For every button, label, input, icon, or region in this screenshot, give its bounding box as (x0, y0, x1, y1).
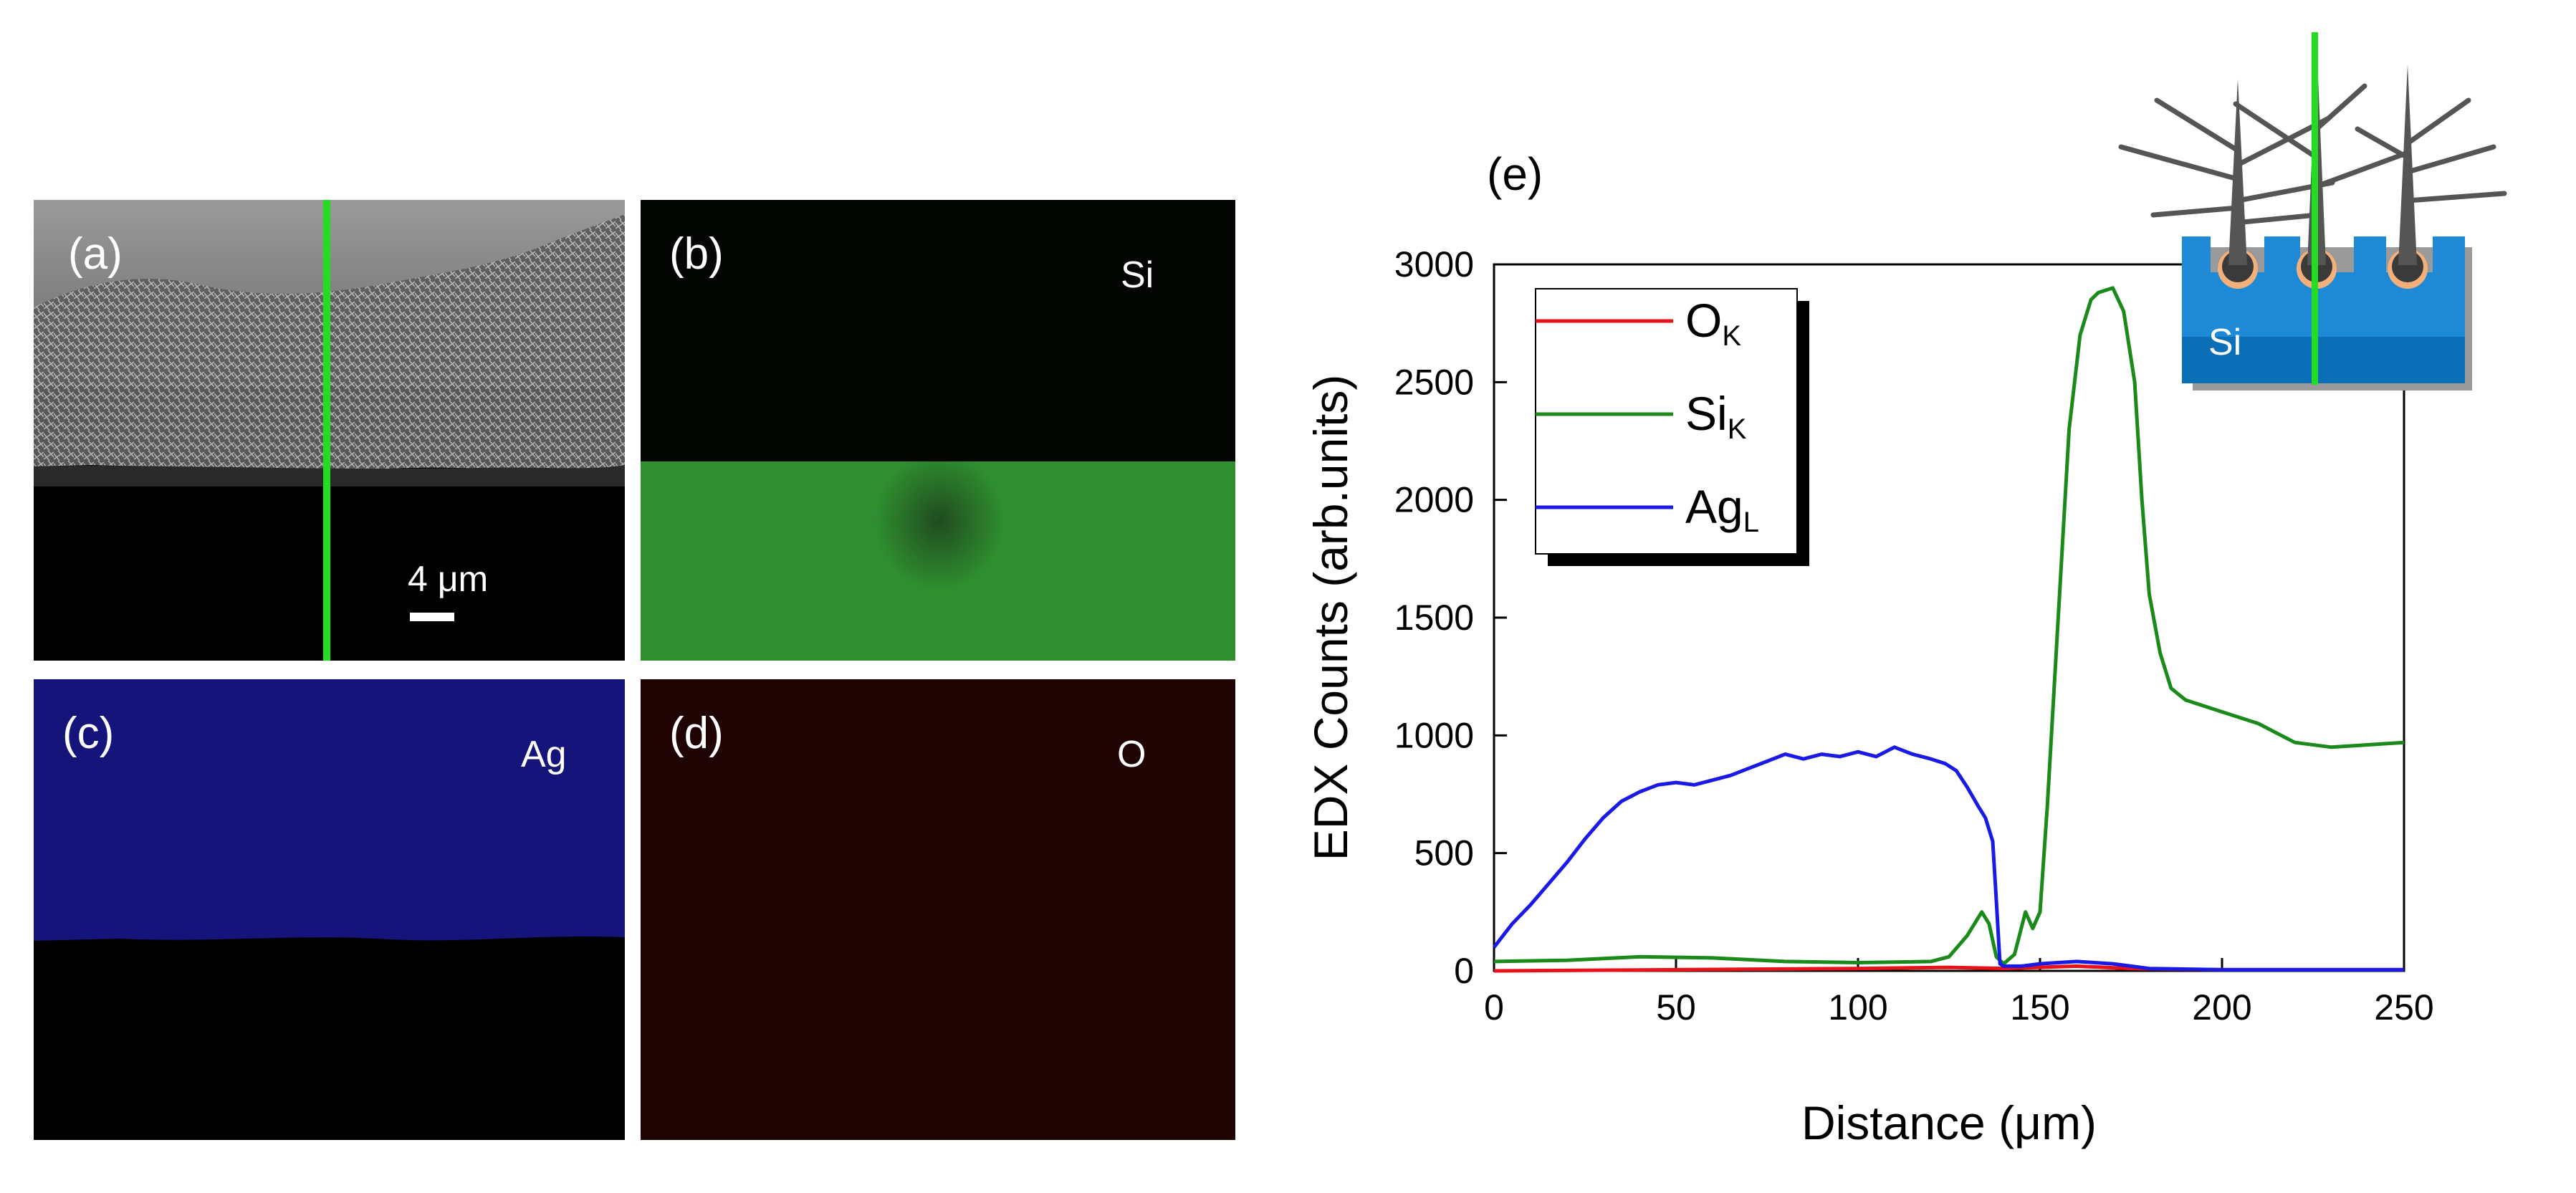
x-tick-label: 100 (1828, 987, 1887, 1027)
legend-label-ag: AgL (1685, 480, 1759, 538)
scale-bar (410, 613, 454, 621)
panel-a-label: (a) (68, 229, 123, 279)
series-line-si (1493, 286, 2405, 966)
y-tick-label: 1500 (1394, 598, 1474, 638)
series-lines (1493, 286, 2405, 973)
panel-c-label: (c) (62, 709, 115, 758)
x-tick-label: 200 (2192, 987, 2251, 1027)
scale-bar-label: 4 μm (408, 559, 489, 599)
x-tick-label: 50 (1656, 987, 1696, 1027)
si-element-label: Si (1121, 254, 1154, 296)
legend-label-si-sub: K (1728, 413, 1747, 445)
panel-e-label: (e) (1487, 148, 1543, 200)
legend: OK SiK AgL (1535, 288, 1809, 566)
o-element-label: O (1117, 734, 1146, 775)
y-tick-label: 3000 (1394, 244, 1474, 284)
inset-tree-1 (2228, 79, 2247, 265)
legend-label-ag-sub: L (1743, 507, 1759, 538)
sem-image-panel: (a) 4 μm (34, 200, 625, 661)
si-map-image (641, 200, 1235, 661)
x-tick-label: 250 (2374, 987, 2433, 1027)
legend-label-ag-main: Ag (1685, 480, 1743, 533)
legend-label-o-sub: K (1722, 320, 1741, 352)
line-scan-marker-a (323, 200, 330, 661)
inset-substrate-front (2182, 337, 2465, 383)
panel-d-label: (d) (669, 709, 724, 758)
y-tick-label: 0 (1454, 951, 1474, 991)
o-map-image (641, 679, 1235, 1140)
inset-tree-3 (2398, 64, 2417, 265)
series-line-ag (1493, 745, 2404, 972)
panel-b-label: (b) (669, 229, 724, 279)
x-axis-title: Distance (μm) (1801, 1096, 2097, 1149)
o-map-panel: (d) O (641, 679, 1235, 1140)
y-tick-label: 2500 (1394, 362, 1474, 402)
legend-box (1535, 288, 1798, 555)
line-scan-marker-e (2312, 32, 2318, 385)
legend-label-o: OK (1685, 294, 1741, 352)
y-tick-label: 1000 (1394, 715, 1474, 755)
inset-branches (2118, 83, 2507, 225)
y-tick-label: 2000 (1394, 480, 1474, 520)
y-tick-label: 500 (1414, 833, 1474, 873)
ag-map-image (34, 679, 625, 1140)
si-map-panel: (b) Si (641, 200, 1235, 661)
inset-si-label: Si (2208, 322, 2241, 363)
x-tick-label: 150 (2010, 987, 2069, 1027)
ag-element-label: Ag (521, 734, 567, 775)
y-axis-title: EDX Counts (arb.units) (1304, 375, 1357, 861)
legend-label-o-main: O (1685, 294, 1722, 347)
ag-map-panel: (c) Ag (34, 679, 625, 1140)
nanotree-schematic-inset: Si (2118, 32, 2507, 391)
x-tick-label: 0 (1484, 987, 1504, 1027)
legend-label-si: SiK (1685, 387, 1747, 445)
legend-label-si-main: Si (1685, 387, 1728, 440)
